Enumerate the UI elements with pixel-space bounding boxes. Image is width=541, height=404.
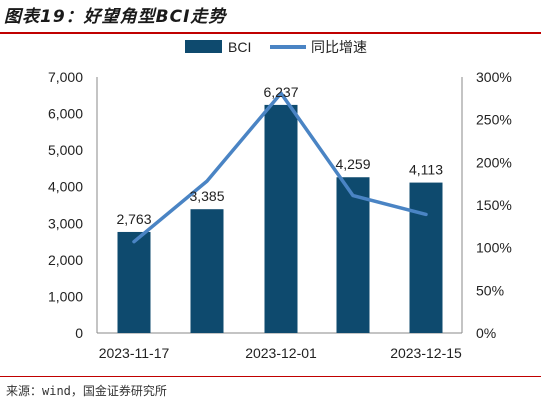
data-labels: 2,763 3,385 6,237 4,259 4,113 [116, 84, 443, 227]
axes: 0 1,000 2,000 3,000 4,000 5,000 6,000 7,000 0% 50… [48, 69, 512, 361]
y-right-tick-label: 150% [476, 197, 512, 213]
footer-divider [0, 376, 541, 377]
bar [409, 182, 443, 333]
source-note: 来源：wind，国金证券研究所 [6, 384, 167, 398]
growth-line [132, 91, 428, 244]
title-divider [0, 32, 541, 34]
y-left-tick-label: 6,000 [48, 106, 83, 122]
bar [117, 231, 151, 333]
y-left-tick-label: 4,000 [48, 179, 83, 195]
y-right-tick-label: 0% [476, 325, 496, 341]
growth-line-point [425, 213, 427, 215]
x-tick-label: 2023-12-01 [245, 345, 317, 361]
x-tick-label: 2023-11-17 [99, 345, 170, 361]
legend: BCI 同比增速 [185, 39, 367, 55]
y-right-tick-label: 200% [476, 154, 512, 170]
legend-bar-label: BCI [228, 39, 251, 55]
growth-line-point [352, 195, 354, 197]
y-right-tick-label: 300% [476, 69, 512, 85]
page-title: 图表19：好望角型BCI走势 [4, 7, 227, 27]
bar-data-label: 3,385 [189, 188, 224, 204]
bar [264, 104, 298, 334]
growth-line-point [133, 241, 135, 243]
growth-line-point [280, 92, 282, 94]
y-left-tick-label: 7,000 [48, 69, 83, 85]
bar-data-label: 4,259 [335, 156, 370, 172]
y-right-tick-label: 250% [476, 112, 512, 128]
y-left-tick-label: 1,000 [48, 288, 83, 304]
y-left-tick-label: 5,000 [48, 142, 83, 158]
legend-bar-swatch [185, 40, 222, 53]
bar [336, 177, 370, 333]
y-left-tick-label: 2,000 [48, 252, 83, 268]
bar-data-label: 6,237 [263, 84, 298, 100]
y-left-tick-label: 3,000 [48, 215, 83, 231]
y-left-tick-label: 0 [75, 325, 83, 341]
bar-data-label: 4,113 [409, 162, 443, 178]
bar [190, 209, 224, 333]
x-tick-label: 2023-12-15 [390, 345, 462, 361]
bar-data-label: 2,763 [116, 211, 151, 227]
y-right-tick-label: 50% [476, 282, 504, 298]
legend-line-label: 同比增速 [311, 39, 367, 55]
y-right-tick-label: 100% [476, 240, 512, 256]
growth-line-point [206, 180, 208, 182]
bars [117, 104, 443, 334]
